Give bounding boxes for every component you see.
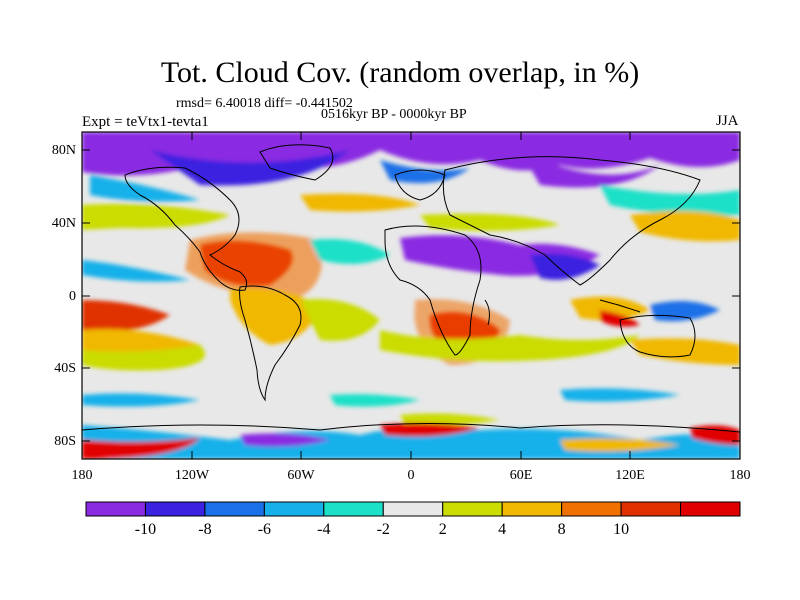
period-line: 0516kyr BP - 0000kyr BP <box>321 107 467 122</box>
colorbar-swatch <box>204 501 265 517</box>
lat-label-80n: 80N <box>51 143 76 158</box>
stats-line: rmsd= 6.40018 diff= -0.441502 <box>176 96 353 111</box>
lon-label-120e: 120E <box>615 468 645 483</box>
lon-label-60w: 60W <box>287 468 315 483</box>
lat-label-40s: 40S <box>54 361 76 376</box>
lon-label-120w: 120W <box>174 468 210 483</box>
lon-ticks <box>81 132 631 459</box>
colorbar <box>85 501 741 517</box>
colorbar-swatch <box>442 501 503 517</box>
colorbar-swatch <box>620 501 682 517</box>
anomaly-field <box>82 132 740 459</box>
colorbar-tick-label: -10 <box>134 521 157 538</box>
colorbar-tick-label: 4 <box>498 521 507 538</box>
lon-label-0: 0 <box>407 468 415 483</box>
colorbar-swatch <box>323 501 384 517</box>
colorbar-tick-label: -4 <box>317 521 331 538</box>
colorbar-swatch <box>85 501 146 517</box>
colorbar-swatch <box>263 501 325 517</box>
lat-ticks <box>82 149 740 442</box>
colorbar-swatch <box>144 501 206 517</box>
lat-label-0: 0 <box>69 289 76 304</box>
colorbar-tick-label: 2 <box>438 521 447 538</box>
colorbar-swatch <box>382 501 444 517</box>
lat-label-80s: 80S <box>54 434 76 449</box>
colorbar-tick-label: 10 <box>613 521 630 538</box>
colorbar-swatch <box>501 501 563 517</box>
figure-title: Tot. Cloud Cov. (random overlap, in %) <box>160 56 640 89</box>
colorbar-tick-label: 8 <box>557 521 566 538</box>
lon-label-180w: 180 <box>71 468 93 483</box>
colorbar-swatch <box>561 501 622 517</box>
colorbar-tick-label: -6 <box>257 521 272 538</box>
lon-label-180e: 180 <box>729 468 751 483</box>
colorbar-swatch <box>680 501 741 517</box>
coastlines <box>82 144 740 433</box>
lon-label-60e: 60E <box>509 468 533 483</box>
lat-label-40n: 40N <box>51 216 76 231</box>
colorbar-tick-label: -2 <box>376 521 390 538</box>
experiment-label: Expt = teVtx1-tevta1 <box>82 114 209 130</box>
colorbar-tick-label: -8 <box>198 521 212 538</box>
season-label: JJA <box>716 113 739 129</box>
